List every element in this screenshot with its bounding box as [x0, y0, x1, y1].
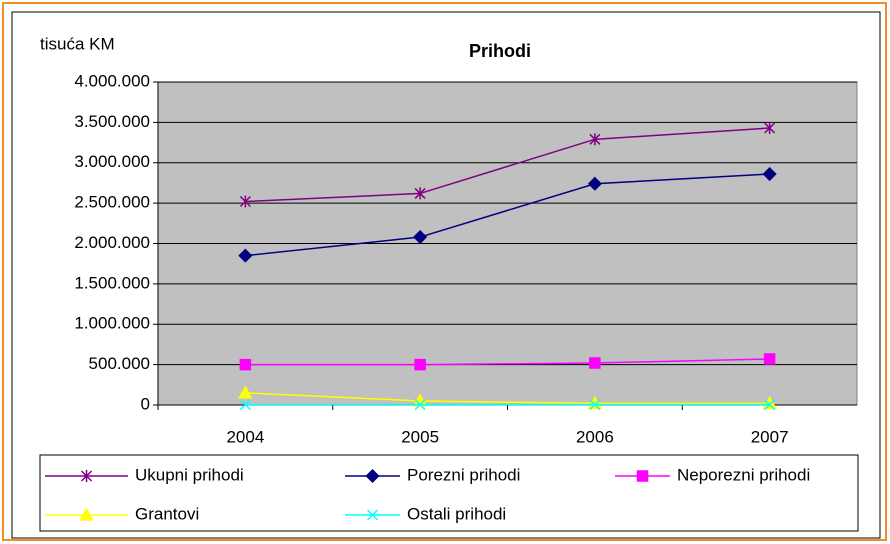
legend-label: Porezni prihodi	[407, 465, 520, 484]
marker	[414, 358, 426, 371]
series-line	[245, 358, 770, 366]
marker	[762, 395, 777, 410]
marker	[764, 399, 776, 411]
marker	[412, 393, 428, 407]
legend-label: Ostali prihodi	[407, 504, 506, 523]
marker	[239, 399, 251, 411]
marker	[366, 509, 379, 521]
marker	[589, 357, 601, 369]
legend-label: Grantovi	[135, 504, 199, 523]
y-tick-label: 4.000.000	[74, 71, 150, 90]
marker	[589, 399, 601, 411]
marker	[762, 166, 777, 182]
y-tick-label: 1.000.000	[74, 314, 150, 333]
x-tick-label: 2006	[576, 427, 614, 446]
marker	[79, 507, 94, 521]
series-line	[245, 173, 770, 257]
marker	[365, 468, 380, 484]
y-tick-label: 1.500.000	[74, 273, 150, 292]
x-tick-label: 2004	[226, 427, 264, 446]
marker	[636, 470, 649, 482]
series-line	[245, 127, 770, 203]
legend	[39, 454, 859, 532]
x-tick-label: 2007	[751, 427, 789, 446]
series-line	[245, 392, 770, 405]
marker	[587, 176, 602, 191]
marker	[764, 122, 776, 135]
marker	[238, 385, 253, 399]
marker	[80, 470, 93, 482]
x-tick-label: 2005	[401, 427, 439, 446]
marker	[239, 358, 252, 371]
y-tick-label: 0	[141, 394, 150, 413]
legend-label: Neporezni prihodi	[677, 465, 810, 484]
y-axis-label: tisuća KM	[40, 34, 115, 53]
marker	[587, 395, 603, 410]
marker	[763, 353, 776, 365]
marker	[413, 229, 428, 245]
marker	[239, 195, 251, 208]
marker	[414, 187, 426, 200]
y-tick-label: 3.000.000	[74, 152, 150, 171]
y-tick-label: 2.000.000	[74, 233, 150, 252]
chart-title: Prihodi	[469, 41, 531, 61]
y-tick-label: 3.500.000	[74, 112, 150, 131]
y-tick-label: 500.000	[89, 354, 150, 373]
marker	[414, 399, 426, 411]
legend-label: Ukupni prihodi	[135, 465, 244, 484]
y-tick-label: 2.500.000	[74, 193, 150, 212]
marker	[589, 133, 601, 146]
marker	[238, 248, 253, 263]
